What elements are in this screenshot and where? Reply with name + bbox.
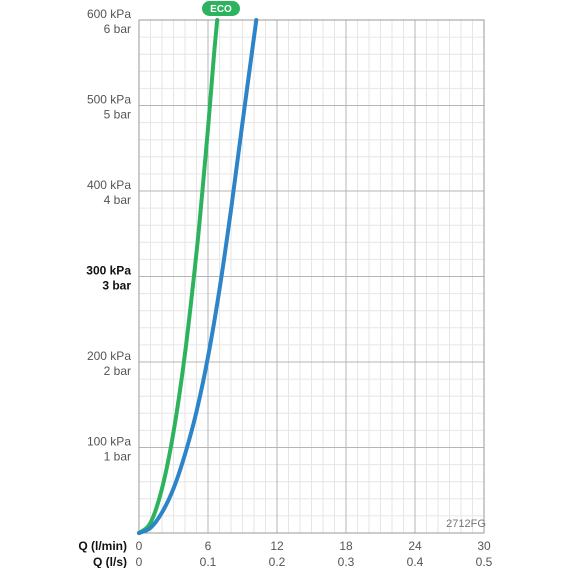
x-tick-label-ls: 0.2 <box>269 555 286 568</box>
x-tick-label-lmin: 18 <box>339 539 353 553</box>
x-tick-label-ls: 0.3 <box>338 555 355 568</box>
x-tick-label-ls: 0.5 <box>476 555 493 568</box>
plot-frame <box>138 19 485 534</box>
x-tick-label-lmin: 30 <box>477 539 491 553</box>
y-tick-label-kpa: 600 kPa <box>87 7 131 21</box>
chart-code-label: 2712FG <box>446 518 486 530</box>
x-tick-label-lmin: 12 <box>270 539 284 553</box>
x-axis-title-lmin: Q (l/min) <box>78 539 127 553</box>
eco-badge-text: ECO <box>210 4 232 15</box>
eco-badge-background <box>202 1 240 16</box>
y-tick-label-kpa: 400 kPa <box>87 178 131 192</box>
y-tick-label-kpa: 200 kPa <box>87 349 131 363</box>
x-tick-label-ls: 0.4 <box>407 555 424 568</box>
y-tick-label-bar: 6 bar <box>104 22 131 36</box>
x-tick-label-lmin: 24 <box>408 539 422 553</box>
y-tick-label-bar: 3 bar <box>102 279 131 293</box>
series-line-eco <box>137 18 220 535</box>
series-line-standard <box>137 18 259 535</box>
y-tick-label-bar: 2 bar <box>104 364 131 378</box>
y-tick-label-bar: 5 bar <box>104 108 131 122</box>
x-tick-label-ls: 0.1 <box>200 555 217 568</box>
y-tick-label-bar: 1 bar <box>104 450 131 464</box>
y-tick-label-kpa: 500 kPa <box>87 93 131 107</box>
y-tick-label-bar: 4 bar <box>104 193 131 207</box>
eco-badge: ECO <box>202 1 240 16</box>
series-layer <box>137 18 259 535</box>
x-tick-label-lmin: 0 <box>136 539 143 553</box>
x-tick-label-ls: 0 <box>136 555 143 568</box>
x-tick-label-lmin: 6 <box>205 539 212 553</box>
y-tick-label-kpa: 100 kPa <box>87 435 131 449</box>
y-tick-label-kpa: 300 kPa <box>86 264 131 278</box>
x-axis-labels: 0 0 6 0.1 12 0.2 18 0.3 24 0.4 30 0.5 <box>136 539 493 568</box>
x-axis-title-ls: Q (l/s) <box>93 555 127 568</box>
